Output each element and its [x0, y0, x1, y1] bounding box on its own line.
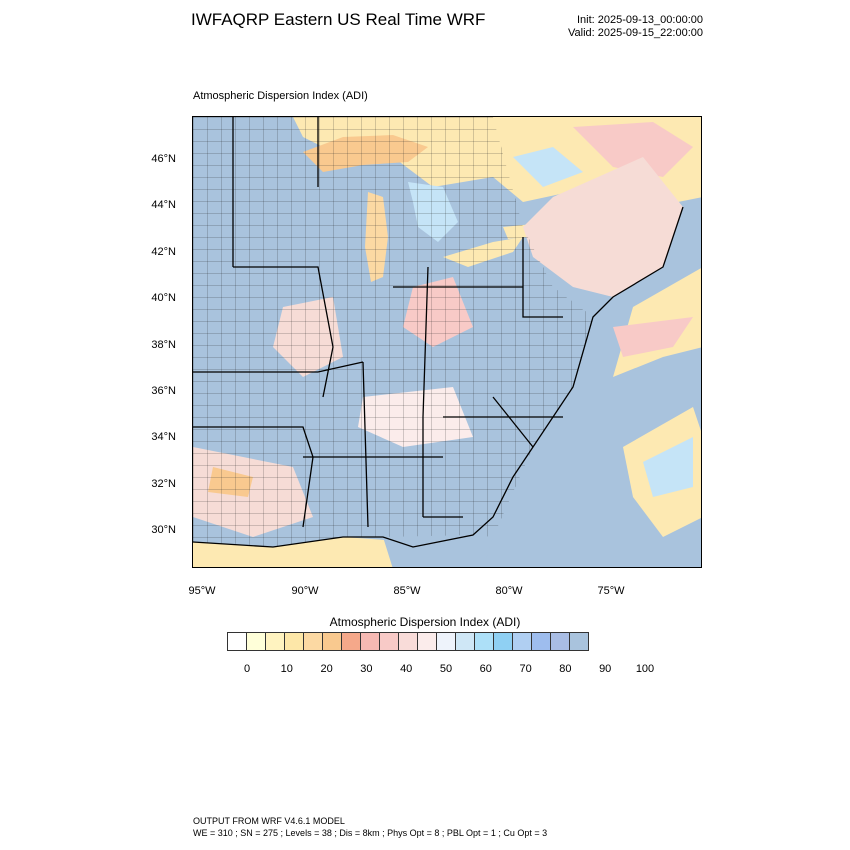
chart-title: IWFAQRP Eastern US Real Time WRF	[191, 10, 486, 29]
lat-label: 40°N	[151, 292, 176, 304]
lat-label: 46°N	[151, 153, 176, 165]
colorbar	[227, 632, 589, 651]
colorbar-cell	[360, 632, 380, 651]
offshore-swirl-inner	[643, 437, 693, 497]
colorbar-cell	[265, 632, 285, 651]
lat-label: 38°N	[151, 339, 176, 351]
colorbar-cell	[569, 632, 589, 651]
canada-pink-patch	[573, 122, 693, 177]
valid-time: Valid: 2025-09-15_22:00:00	[568, 27, 703, 39]
colorbar-cell	[284, 632, 304, 651]
colorbar-label: 50	[439, 663, 453, 675]
colorbar-cell	[227, 632, 247, 651]
lat-label: 34°N	[151, 431, 176, 443]
coastline	[193, 206, 684, 548]
colorbar-label: 0	[243, 663, 251, 675]
run-times: Init: 2025-09-13_00:00:00 Valid: 2025-09…	[568, 14, 703, 40]
model-info-line1: OUTPUT FROM WRF V4.6.1 MODEL	[193, 816, 345, 826]
colorbar-label: 100	[635, 663, 655, 675]
colorbar-label: 30	[360, 663, 373, 675]
colorbar-cell	[379, 632, 399, 651]
model-info-line2: WE = 310 ; SN = 275 ; Levels = 38 ; Dis …	[193, 828, 548, 838]
map-subtitle: Atmospheric Dispersion Index (ADI)	[193, 90, 368, 102]
lat-label: 32°N	[151, 478, 176, 490]
map-canvas	[193, 117, 701, 567]
lat-label: 42°N	[151, 246, 176, 258]
colorbar-cell	[531, 632, 551, 651]
colorbar-label: 70	[519, 663, 532, 675]
colorbar-cell	[550, 632, 570, 651]
colorbar-label: 90	[599, 663, 612, 675]
canada-blue-patch	[513, 147, 583, 187]
lon-label: 95°W	[188, 585, 216, 597]
adi-map[interactable]	[192, 116, 702, 568]
lon-label: 80°W	[495, 585, 523, 597]
state-borders	[193, 117, 563, 528]
colorbar-cell	[303, 632, 323, 651]
colorbar-cell	[512, 632, 532, 651]
colorbar-cell	[493, 632, 513, 651]
colorbar-cell	[474, 632, 494, 651]
lon-label: 90°W	[291, 585, 319, 597]
county-grid	[193, 117, 593, 547]
lon-label: 75°W	[597, 585, 625, 597]
colorbar-label: 10	[280, 663, 293, 675]
colorbar-label: 80	[559, 663, 572, 675]
colorbar-cell	[341, 632, 361, 651]
colorbar-cell	[417, 632, 437, 651]
colorbar-cell	[246, 632, 266, 651]
colorbar-cell	[455, 632, 475, 651]
colorbar-label: 60	[479, 663, 492, 675]
colorbar-label: 20	[320, 663, 333, 675]
florida	[383, 535, 492, 567]
colorbar-cell	[398, 632, 418, 651]
lat-label: 44°N	[151, 199, 176, 211]
colorbar-title: Atmospheric Dispersion Index (ADI)	[329, 615, 521, 629]
northeast-pink	[523, 157, 683, 297]
offshore-pink	[613, 317, 693, 357]
lon-label: 85°W	[393, 585, 421, 597]
model-info: OUTPUT FROM WRF V4.6.1 MODEL WE = 310 ; …	[193, 815, 547, 839]
lat-label: 30°N	[151, 524, 176, 536]
init-time: Init: 2025-09-13_00:00:00	[577, 14, 703, 26]
lat-label: 36°N	[151, 385, 176, 397]
colorbar-cell	[322, 632, 342, 651]
colorbar-cell	[436, 632, 456, 651]
colorbar-label: 40	[400, 663, 413, 675]
